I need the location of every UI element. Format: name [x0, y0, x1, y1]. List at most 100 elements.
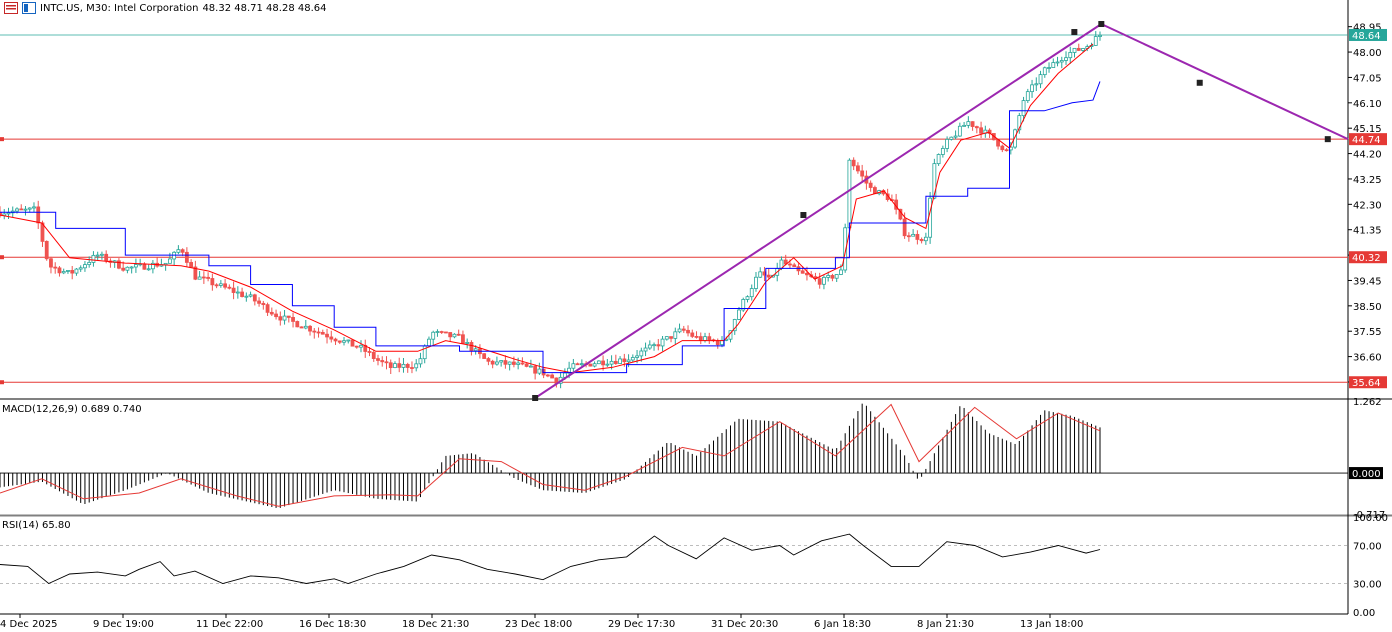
candle-body	[749, 288, 754, 298]
candle-body	[23, 208, 28, 211]
rsi-tick-label: 70.00	[1353, 542, 1382, 553]
candle-body	[677, 328, 682, 333]
time-tick-label: 18 Dec 21:30	[402, 619, 469, 630]
level-price-badge	[1349, 133, 1387, 146]
candle-body	[342, 340, 346, 343]
rsi-line	[0, 533, 1101, 585]
price-tick-label: 37.55	[1353, 327, 1382, 338]
candle-body	[609, 360, 614, 365]
candle-body	[286, 315, 291, 318]
price-tick-label: 42.30	[1353, 200, 1382, 211]
candle-body	[949, 136, 954, 140]
candle-body	[227, 286, 232, 289]
candle-body	[350, 339, 355, 347]
rsi-title: RSI(14) 65.80	[2, 520, 71, 531]
candle-body	[839, 269, 843, 275]
candle-body	[873, 187, 877, 195]
candle-body	[1072, 47, 1077, 53]
macd-zero-badge	[1349, 467, 1383, 480]
candle-body	[800, 270, 805, 274]
rsi-tick-label: 30.00	[1353, 580, 1382, 591]
candle-body	[380, 360, 385, 363]
candle-body	[240, 291, 244, 297]
candle-body	[401, 363, 406, 368]
candle-body	[817, 278, 822, 285]
candle-body	[1013, 129, 1017, 148]
candle-body	[745, 296, 750, 300]
candle-body	[303, 325, 308, 329]
candle-body	[792, 264, 797, 268]
level-price-text: 35.64	[1352, 378, 1381, 389]
candle-body	[44, 240, 49, 260]
trendline-anchor	[1324, 136, 1331, 143]
candle-body	[788, 263, 792, 266]
candle-body	[643, 347, 648, 352]
candle-body	[444, 331, 448, 334]
chart-header: INTC.US, M30: Intel Corporation 48.32 48…	[4, 2, 327, 14]
candle-body	[1064, 57, 1068, 61]
candle-body	[388, 362, 393, 369]
candle-body	[707, 336, 712, 341]
candle-body	[847, 159, 852, 229]
candle-body	[1030, 84, 1034, 93]
kijun-line	[0, 81, 1101, 374]
candle-body	[218, 283, 223, 286]
candle-body	[1081, 48, 1085, 51]
candle-body	[410, 367, 414, 369]
trendline	[534, 23, 1102, 399]
candle-body	[906, 235, 911, 238]
candle-body	[274, 313, 278, 318]
candle-body	[715, 340, 720, 345]
candle-body	[333, 338, 338, 342]
candle-body	[673, 331, 678, 339]
candle-body	[252, 294, 257, 302]
candle-body	[1051, 62, 1056, 68]
candle-body	[902, 218, 907, 237]
candle-body	[826, 275, 831, 278]
candle-body	[57, 267, 62, 274]
candle-body	[269, 311, 274, 315]
candle-body	[974, 126, 979, 129]
candle-body	[766, 274, 771, 278]
candle-body	[588, 363, 593, 367]
trendline-anchor	[1196, 79, 1203, 86]
price-tick-label: 48.00	[1353, 48, 1382, 59]
candle-body	[1059, 60, 1064, 63]
price-tick-label: 48.95	[1353, 23, 1382, 34]
candle-body	[936, 154, 941, 165]
candle-body	[53, 266, 58, 269]
candle-body	[172, 251, 177, 260]
candle-body	[516, 362, 521, 365]
candle-body	[91, 254, 96, 263]
candle-body	[49, 258, 53, 268]
candle-body	[805, 272, 809, 276]
candle-body	[660, 338, 665, 347]
level-price-badge	[1349, 376, 1387, 389]
candle-body	[664, 336, 669, 340]
candle-body	[32, 206, 36, 209]
candle-body	[78, 267, 83, 270]
candle-body	[698, 336, 703, 341]
candle-body	[469, 342, 474, 352]
candle-body	[257, 300, 261, 304]
candle-body	[223, 283, 227, 288]
candle-body	[176, 249, 181, 253]
macd-title: MACD(12,26,9) 0.689 0.740	[2, 404, 142, 415]
candle-body	[231, 287, 236, 293]
candle-body	[278, 316, 283, 321]
candle-body	[473, 348, 478, 352]
candle-body	[652, 344, 656, 347]
candle-body	[966, 121, 971, 126]
candle-body	[550, 374, 555, 379]
time-tick-label: 13 Jan 18:00	[1020, 619, 1083, 630]
chart-window-icon[interactable]	[22, 2, 36, 14]
time-tick-label: 11 Dec 22:00	[196, 619, 263, 630]
candle-body	[393, 363, 397, 369]
candle-body	[868, 182, 873, 188]
candle-body	[822, 276, 826, 285]
price-tick-label: 44.20	[1353, 150, 1382, 161]
candle-body	[932, 163, 937, 199]
chart-menu-icon[interactable]	[4, 2, 18, 14]
candle-body	[911, 233, 916, 237]
